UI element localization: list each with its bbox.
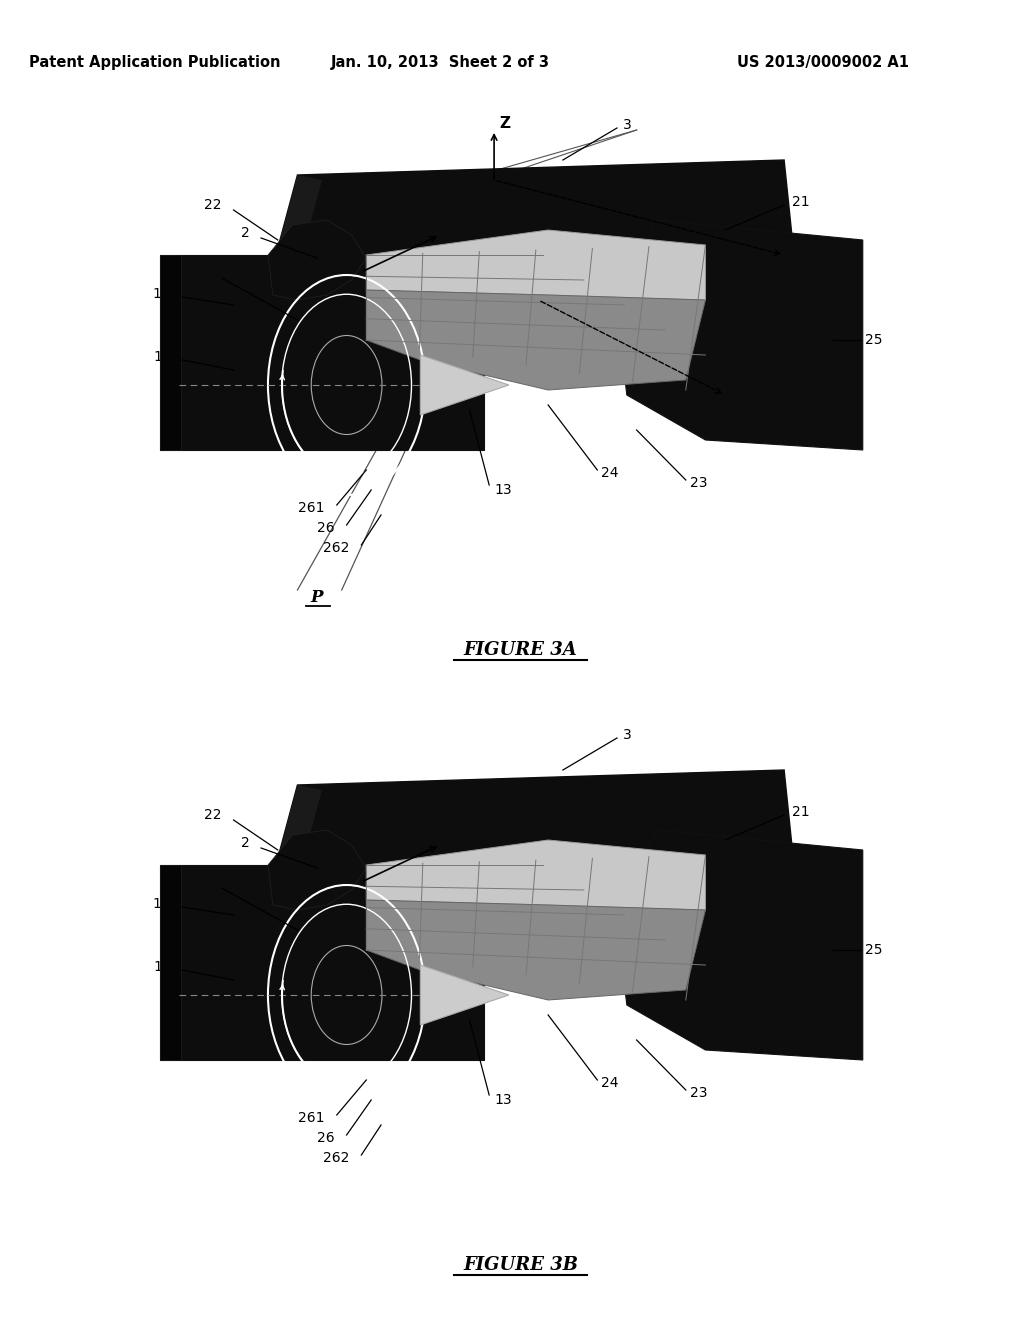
Text: FIGURE 3A: FIGURE 3A <box>464 642 578 659</box>
Text: 13: 13 <box>494 1093 512 1107</box>
Text: 25: 25 <box>864 942 883 957</box>
Polygon shape <box>617 220 863 450</box>
Text: X: X <box>792 244 804 260</box>
Polygon shape <box>160 255 181 450</box>
Text: 261: 261 <box>298 502 325 515</box>
Polygon shape <box>268 770 794 895</box>
Text: 22: 22 <box>204 808 222 822</box>
Text: 11: 11 <box>153 898 171 911</box>
Text: US 2013/0009002 A1: US 2013/0009002 A1 <box>737 54 909 70</box>
Text: 24: 24 <box>601 466 618 480</box>
Text: 261: 261 <box>298 1111 325 1125</box>
Text: FIGURE 3B: FIGURE 3B <box>463 1257 579 1274</box>
Text: 23: 23 <box>690 1086 708 1100</box>
Text: 21: 21 <box>792 805 810 818</box>
Text: 26: 26 <box>317 521 335 535</box>
Text: 3: 3 <box>623 117 632 132</box>
Polygon shape <box>268 220 367 300</box>
Polygon shape <box>420 965 509 1026</box>
Polygon shape <box>160 255 484 450</box>
Text: Y: Y <box>733 395 744 409</box>
Polygon shape <box>367 230 706 300</box>
Polygon shape <box>420 355 509 414</box>
Polygon shape <box>268 785 322 898</box>
Text: 12: 12 <box>153 960 171 974</box>
Text: 13: 13 <box>494 483 512 498</box>
Text: 25: 25 <box>864 333 883 347</box>
Polygon shape <box>268 176 322 288</box>
Polygon shape <box>268 830 367 909</box>
Text: 3: 3 <box>623 729 632 742</box>
Text: 1: 1 <box>201 267 210 280</box>
Polygon shape <box>617 830 863 1060</box>
Polygon shape <box>367 840 706 909</box>
Text: 22: 22 <box>204 198 222 213</box>
Polygon shape <box>160 865 484 1060</box>
Text: 262: 262 <box>324 1151 349 1166</box>
Text: 24: 24 <box>601 1076 618 1090</box>
Text: 11: 11 <box>153 286 171 301</box>
Text: 262: 262 <box>324 541 349 554</box>
Polygon shape <box>160 865 181 1060</box>
Text: 21: 21 <box>792 195 810 209</box>
Text: 2: 2 <box>241 836 249 850</box>
Polygon shape <box>367 900 706 1001</box>
Text: Patent Application Publication: Patent Application Publication <box>29 54 281 70</box>
Text: 2: 2 <box>241 226 249 240</box>
Text: 26: 26 <box>317 1131 335 1144</box>
Text: Jan. 10, 2013  Sheet 2 of 3: Jan. 10, 2013 Sheet 2 of 3 <box>331 54 550 70</box>
Polygon shape <box>268 160 794 285</box>
Text: 12: 12 <box>153 350 171 364</box>
Text: 1: 1 <box>201 876 210 890</box>
Polygon shape <box>367 290 706 389</box>
Text: Z: Z <box>499 116 510 131</box>
Text: 23: 23 <box>690 477 708 490</box>
Text: P: P <box>311 590 324 606</box>
